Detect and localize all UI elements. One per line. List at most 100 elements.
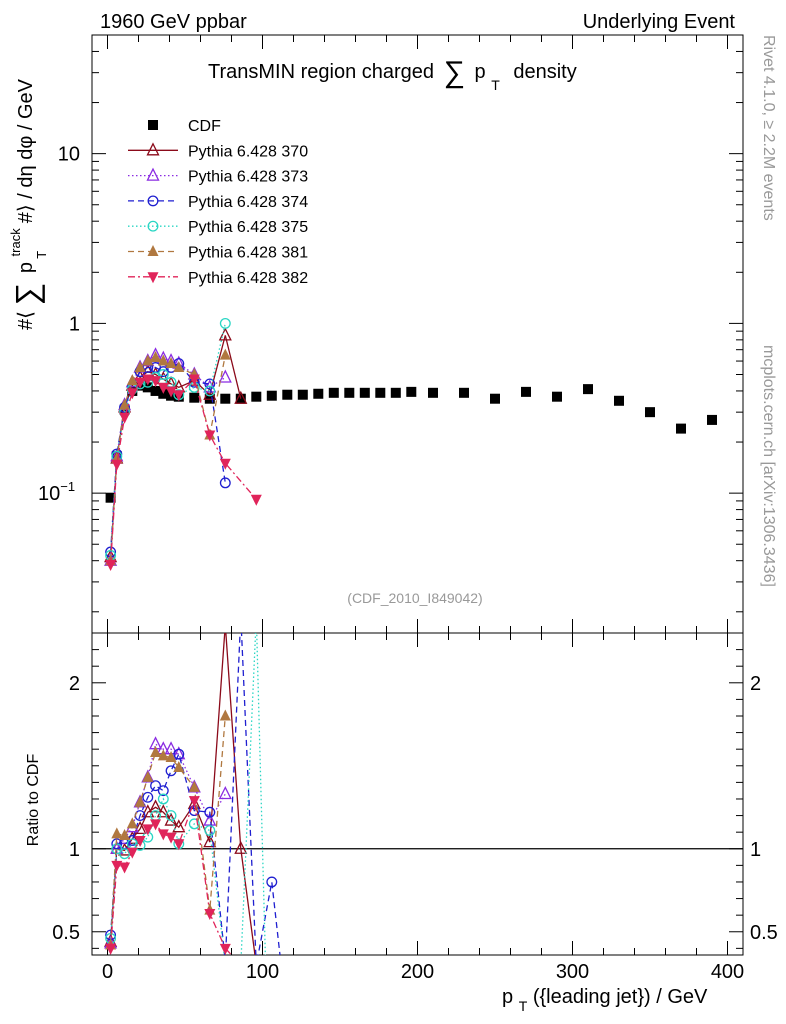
data-point xyxy=(203,834,217,848)
data-point xyxy=(134,795,146,807)
data-point xyxy=(204,430,216,442)
xlabel-p: p xyxy=(502,986,513,1008)
title-post: density xyxy=(513,61,576,83)
main-axis-ticks: 10−1 1 10 xyxy=(38,34,743,633)
data-point xyxy=(204,825,216,836)
data-point xyxy=(220,393,231,404)
data-point xyxy=(490,393,500,404)
x-tick-label: 0 xyxy=(102,961,113,983)
data-point xyxy=(142,770,154,782)
xlabel-sub: T xyxy=(519,998,528,1014)
data-point xyxy=(119,398,131,410)
data-point xyxy=(218,786,232,800)
data-point xyxy=(359,387,370,398)
data-point xyxy=(165,810,177,822)
data-point xyxy=(157,382,169,394)
data-point xyxy=(105,559,117,571)
data-point xyxy=(126,817,138,829)
data-point xyxy=(251,391,262,402)
data-point xyxy=(328,387,339,398)
data-point xyxy=(173,360,185,372)
mcplots-label: mcplots.cern.ch [arXiv:1306.3436] xyxy=(760,345,777,587)
data-point xyxy=(147,220,159,232)
data-point xyxy=(583,384,593,395)
data-point xyxy=(173,390,185,402)
ylabel-p: p xyxy=(15,262,37,273)
data-point xyxy=(428,387,438,398)
data-point xyxy=(142,354,154,366)
data-point xyxy=(146,142,160,156)
data-point xyxy=(150,385,161,396)
data-point xyxy=(173,748,185,760)
data-point xyxy=(172,819,186,833)
data-point xyxy=(459,387,469,398)
data-point xyxy=(119,828,131,840)
main-series-group xyxy=(104,317,717,571)
legend-label: CDF xyxy=(188,118,221,135)
ylabel-sum: ∑ xyxy=(9,283,45,306)
header-right: Underlying Event xyxy=(583,11,736,33)
data-point xyxy=(157,369,169,380)
data-point xyxy=(204,378,216,390)
data-point xyxy=(157,749,169,761)
data-point xyxy=(165,357,177,369)
data-point xyxy=(142,374,154,386)
ratio-y-tick-label-left: 0.5 xyxy=(52,922,80,944)
y-tick-label: 1 xyxy=(69,313,80,335)
ratio-line xyxy=(109,633,256,955)
data-point xyxy=(165,386,177,398)
data-point xyxy=(645,407,655,418)
data-point xyxy=(165,750,177,762)
data-point xyxy=(375,387,386,398)
data-point xyxy=(147,245,159,256)
data-point xyxy=(146,167,160,181)
data-point xyxy=(134,377,146,389)
data-point xyxy=(142,791,154,803)
data-point xyxy=(119,848,131,860)
data-point xyxy=(119,862,131,874)
legend-label: Pythia 6.428 374 xyxy=(188,194,308,211)
data-point xyxy=(204,806,216,818)
data-point xyxy=(250,494,262,506)
legend-label: Pythia 6.428 381 xyxy=(188,245,308,262)
ratio-series-pythia-6-428-370 xyxy=(104,633,256,955)
data-point xyxy=(111,459,123,471)
title-p: p xyxy=(475,61,486,83)
data-point xyxy=(147,195,159,207)
ylabel-b: #⟩ / dη dφ / GeV xyxy=(15,78,37,223)
x-axis-label: p T ({leading jet}) / GeV xyxy=(502,986,708,1016)
data-point xyxy=(344,387,355,398)
header-left: 1960 GeV ppbar xyxy=(100,11,247,33)
data-point xyxy=(188,780,200,792)
analysis-watermark: (CDF_2010_I849042) xyxy=(347,590,482,606)
data-point xyxy=(219,458,231,470)
data-point xyxy=(142,824,154,836)
data-point xyxy=(157,785,169,797)
y-tick-label: 10 xyxy=(58,144,80,166)
data-point xyxy=(390,387,401,398)
series-line xyxy=(109,377,257,565)
data-point xyxy=(234,840,248,854)
data-point xyxy=(157,793,169,805)
data-point xyxy=(156,804,170,818)
ratio-series-pythia-6-428-382 xyxy=(105,796,233,955)
ylabel-a: #⟨ xyxy=(15,311,37,330)
data-point xyxy=(134,360,146,372)
ylabel-sub: T xyxy=(34,251,49,259)
data-point xyxy=(297,389,308,400)
y-tick-exponent: −1 xyxy=(60,479,75,494)
data-point xyxy=(203,812,217,826)
data-point xyxy=(219,943,231,955)
legend-label: Pythia 6.428 370 xyxy=(188,143,308,160)
ylabel-sup: track xyxy=(8,228,23,257)
data-point xyxy=(105,492,116,503)
legend-label: Pythia 6.428 375 xyxy=(188,219,308,236)
data-point xyxy=(218,369,232,383)
x-tick-label: 300 xyxy=(556,961,589,983)
data-point xyxy=(150,780,162,792)
data-point xyxy=(188,796,200,808)
data-point xyxy=(204,909,216,921)
data-point xyxy=(282,389,293,400)
legend-label: Pythia 6.428 373 xyxy=(188,169,308,186)
